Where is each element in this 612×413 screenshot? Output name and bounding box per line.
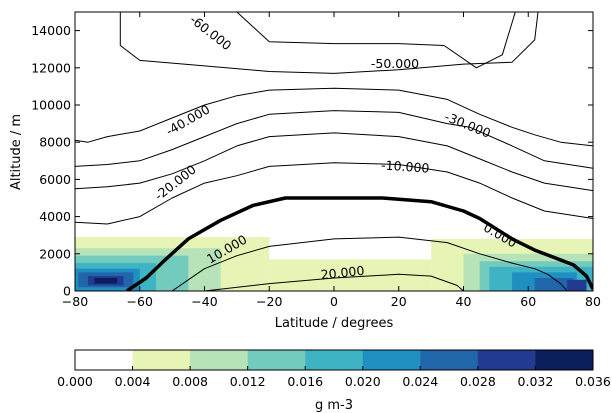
shaded-region-14 [567,279,587,291]
colorbar-swatch [132,350,191,370]
x-axis-label: Latitude / degrees [275,316,394,331]
colorbar-tick-label: 0.024 [402,374,438,389]
y-axis-label: Altitude / m [9,114,24,190]
shaded-region-15 [94,277,118,284]
contour-label-neg10: -10.000 [381,157,430,175]
contour-line-neg50 [236,12,516,69]
colorbar-swatch [477,350,536,370]
colorbar-tick-label: 0.004 [115,374,151,389]
y-tick-label: 4000 [39,209,71,224]
contour-line-0 [125,196,593,291]
y-tick-label: 2000 [39,246,71,261]
colorbar-label: g m-3 [315,398,353,413]
colorbar-swatch [420,350,479,370]
y-tick-label: 0 [63,284,71,299]
contour-line-neg10 [75,162,593,225]
colorbar-tick-label: 0.036 [575,374,611,389]
colorbar-swatch [190,350,249,370]
x-axis: −80 −60 −40 −20 0 20 40 60 80 [62,12,601,309]
colorbar-frame [74,349,594,371]
y-tick-label: 10000 [31,98,71,113]
shaded-field [75,237,593,291]
colorbar-tick-label: 0.012 [230,374,266,389]
x-tick-label: −60 [127,294,153,309]
colorbar-tick-label: 0.020 [345,374,381,389]
y-tick-label: 14000 [31,23,71,38]
y-axis: 0 2000 4000 6000 8000 10000 12000 14000 [31,23,593,299]
contour-line-neg20 [75,132,593,192]
x-tick-label: 40 [456,294,472,309]
colorbar-swatch [75,350,134,370]
contour-line-10 [171,236,568,291]
colorbar-tick-label: 0.032 [518,374,554,389]
y-tick-label: 6000 [39,172,71,187]
colorbar-swatch [247,350,306,370]
x-tick-label: −20 [256,294,282,309]
x-tick-label: 80 [585,294,601,309]
contour-label-20: 20.000 [320,263,365,282]
contour-lines [75,12,593,291]
x-tick-label: −40 [191,294,217,309]
contour-label-neg50: -50.000 [371,56,419,71]
x-tick-label: 60 [520,294,536,309]
x-tick-label: −80 [62,294,88,309]
colorbar-tick-label: 0.000 [57,374,93,389]
colorbar-tick-label: 0.028 [460,374,496,389]
colorbar-swatch [535,350,594,370]
colorbar-tick-label: 0.016 [287,374,323,389]
contour-line-20 [204,273,464,291]
shaded-region-1 [269,259,432,291]
colorbar: 0.000 0.004 0.008 0.012 0.016 0.020 0.024 0.028… [57,349,611,389]
colorbar-swatch [305,350,364,370]
y-tick-label: 12000 [31,60,71,75]
contour-line-neg60 [119,12,539,74]
y-tick-label: 8000 [39,135,71,150]
colorbar-tick-label: 0.008 [172,374,208,389]
contour-line-neg30 [75,110,593,169]
contour-line-neg40 [75,87,593,147]
colorbar-swatch [362,350,421,370]
x-tick-label: 20 [391,294,407,309]
x-tick-label: 0 [330,294,338,309]
